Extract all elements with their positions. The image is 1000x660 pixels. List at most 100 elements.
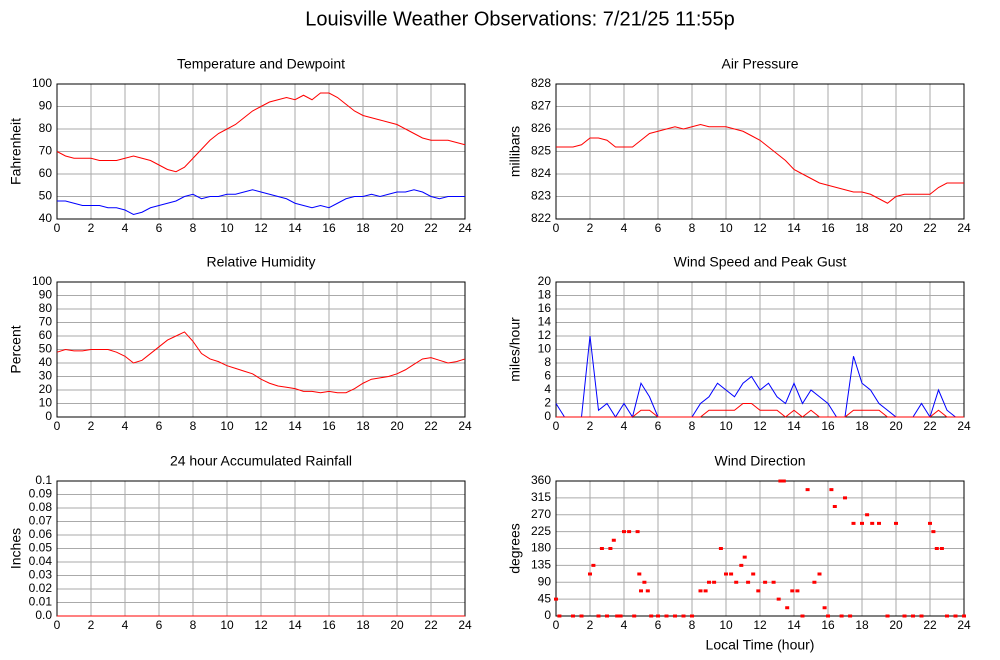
- y-axis-label: miles/hour: [507, 317, 523, 382]
- plot-frame: [56, 281, 466, 418]
- x-tick-label: 0: [553, 618, 560, 632]
- data-point: [877, 521, 881, 525]
- y-tick-label: 0.04: [29, 554, 53, 568]
- data-point: [673, 614, 677, 618]
- data-point: [790, 589, 795, 593]
- data-point: [778, 479, 783, 483]
- data-point: [739, 563, 744, 567]
- y-tick-label: 270: [531, 507, 551, 521]
- data-point: [870, 521, 875, 525]
- x-tick-label: 6: [655, 419, 662, 433]
- data-point: [627, 530, 632, 534]
- data-point: [751, 572, 756, 576]
- panel-title: Temperature and Dewpoint: [177, 56, 345, 72]
- x-tick-label: 22: [923, 419, 937, 433]
- x-axis-label: Local Time (hour): [706, 637, 815, 653]
- x-tick-label: 22: [923, 221, 937, 235]
- data-point: [554, 597, 558, 601]
- data-point: [579, 614, 584, 618]
- x-tick-label: 16: [821, 618, 835, 632]
- y-tick-label: 0.1: [35, 473, 52, 487]
- data-point: [832, 505, 837, 508]
- y-tick-label: 828: [531, 76, 551, 90]
- x-tick-label: 4: [122, 419, 129, 433]
- x-tick-label: 22: [424, 221, 438, 235]
- data-point: [756, 589, 761, 593]
- data-point: [599, 547, 604, 550]
- y-tick-label: 90: [39, 99, 53, 113]
- data-point: [690, 614, 694, 618]
- y-tick-label: 10: [538, 342, 552, 356]
- panel-title: Wind Speed and Peak Gust: [674, 254, 847, 270]
- data-point: [939, 547, 944, 550]
- x-tick-label: 12: [254, 221, 268, 235]
- y-tick-label: 0: [544, 409, 551, 423]
- x-tick-label: 20: [390, 221, 404, 235]
- y-tick-label: 80: [39, 121, 53, 135]
- x-tick-label: 6: [655, 618, 662, 632]
- data-point: [843, 496, 847, 500]
- x-tick-label: 24: [458, 419, 472, 433]
- x-tick-label: 18: [356, 618, 370, 632]
- data-point: [931, 530, 936, 534]
- data-point: [962, 614, 966, 618]
- data-point: [848, 614, 853, 618]
- y-tick-label: 40: [39, 211, 53, 225]
- x-tick-label: 20: [390, 419, 404, 433]
- x-tick-label: 20: [390, 618, 404, 632]
- x-tick-label: 22: [923, 618, 937, 632]
- x-tick-label: 4: [122, 221, 129, 235]
- x-tick-label: 14: [288, 221, 302, 235]
- x-tick-label: 8: [190, 419, 197, 433]
- x-tick-label: 0: [553, 221, 560, 235]
- data-point: [615, 614, 620, 618]
- data-point: [588, 572, 592, 576]
- y-tick-label: 10: [39, 396, 53, 410]
- y-tick-label: 0.01: [29, 595, 53, 609]
- x-tick-label: 24: [957, 618, 971, 632]
- data-point: [746, 580, 751, 584]
- y-tick-label: 225: [531, 524, 551, 538]
- y-axis-label: Inches: [8, 528, 24, 569]
- data-point: [664, 614, 669, 618]
- y-tick-label: 2: [544, 396, 551, 410]
- data-point: [894, 521, 898, 525]
- y-tick-label: 90: [39, 288, 53, 302]
- data-line: [56, 92, 466, 173]
- x-tick-label: 14: [787, 221, 801, 235]
- x-tick-label: 8: [190, 221, 197, 235]
- plot-frame: [555, 281, 965, 418]
- y-tick-label: 70: [39, 144, 53, 158]
- panel-title: Relative Humidity: [207, 254, 316, 270]
- y-tick-label: 0.05: [29, 541, 53, 555]
- x-tick-label: 4: [122, 618, 129, 632]
- data-point: [860, 521, 864, 525]
- data-point: [763, 580, 768, 584]
- data-point: [718, 547, 723, 550]
- data-point: [571, 614, 575, 618]
- x-tick-label: 10: [220, 419, 234, 433]
- data-point: [703, 589, 708, 593]
- x-tick-label: 10: [719, 221, 733, 235]
- y-tick-label: 18: [538, 288, 552, 302]
- data-point: [885, 614, 890, 618]
- x-tick-label: 2: [587, 419, 594, 433]
- panel-title: Wind Direction: [714, 453, 805, 469]
- y-tick-label: 6: [544, 369, 551, 383]
- x-tick-label: 20: [889, 618, 903, 632]
- data-point: [605, 614, 609, 618]
- x-tick-label: 8: [689, 419, 696, 433]
- y-tick-label: 8: [544, 355, 551, 369]
- x-tick-label: 14: [787, 419, 801, 433]
- data-point: [596, 614, 601, 618]
- x-tick-label: 6: [156, 221, 163, 235]
- y-tick-label: 0.07: [29, 514, 53, 528]
- data-point: [934, 547, 939, 550]
- y-tick-label: 0.0: [35, 608, 52, 622]
- plot-frame: [555, 480, 965, 617]
- data-point: [851, 521, 856, 525]
- y-tick-label: 40: [39, 355, 53, 369]
- y-tick-label: 14: [538, 315, 552, 329]
- x-tick-label: 10: [719, 419, 733, 433]
